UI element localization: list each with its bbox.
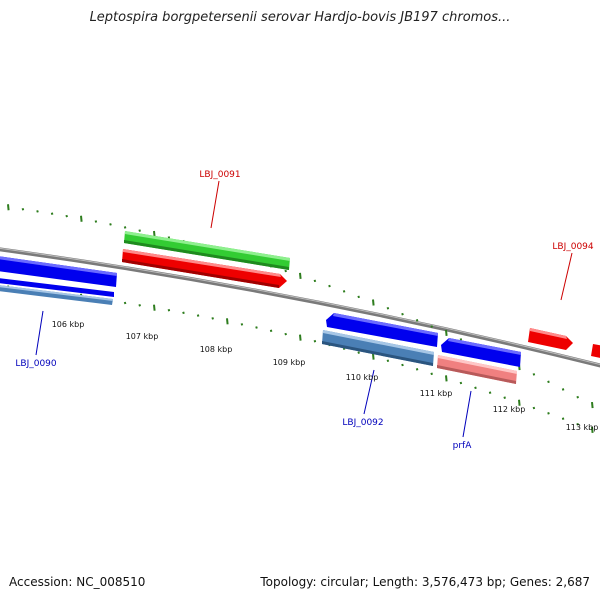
major-tick [299, 334, 302, 341]
minor-tick [342, 290, 346, 293]
minor-tick [532, 406, 536, 410]
feature-lbj-0091-green[interactable] [124, 231, 290, 270]
scale-label: 112 kbp [493, 405, 526, 414]
minor-tick [386, 359, 390, 363]
minor-tick [211, 317, 214, 320]
feature-lbj-0090-blue-2[interactable] [0, 277, 114, 297]
major-tick [591, 426, 594, 433]
minor-tick [430, 325, 433, 328]
gene-label-lbj-0090[interactable]: LBJ_0090 [15, 359, 57, 369]
major-tick [7, 204, 10, 211]
minor-tick [401, 363, 404, 367]
minor-tick [123, 226, 127, 229]
feature-lbj-0094-red[interactable] [528, 328, 573, 350]
minor-tick [430, 372, 433, 376]
minor-tick [94, 220, 98, 223]
leader-lbj-0090 [35, 310, 44, 356]
minor-tick [50, 212, 54, 215]
minor-tick [459, 381, 463, 385]
major-tick [445, 375, 448, 382]
scale-label: 111 kbp [420, 389, 453, 398]
minor-tick [328, 284, 331, 288]
minor-tick [138, 304, 141, 307]
minor-tick [503, 396, 506, 399]
major-tick [518, 399, 521, 406]
minor-tick [123, 301, 127, 305]
minor-tick [167, 236, 171, 239]
minor-tick [138, 229, 141, 232]
minor-tick [532, 373, 536, 376]
leader-prfa [462, 390, 472, 438]
feature-lbj-0090-blue[interactable] [0, 255, 117, 287]
minor-tick [65, 214, 68, 218]
scale-label: 113 kbp [566, 423, 599, 432]
scale-label: 108 kbp [200, 345, 233, 354]
chromosome-backbone-highlight [0, 247, 600, 366]
minor-tick [401, 312, 404, 316]
minor-tick [284, 332, 287, 336]
minor-tick [357, 295, 360, 299]
gene-label-prfa[interactable]: prfA [453, 441, 473, 451]
minor-tick [415, 368, 419, 371]
minor-tick [415, 318, 419, 322]
minor-tick [576, 422, 579, 426]
minor-tick [547, 380, 550, 384]
minor-tick [459, 338, 463, 341]
minor-tick [488, 391, 492, 394]
minor-tick [182, 311, 185, 315]
major-tick [591, 401, 594, 409]
feature-lbj-0091-red[interactable] [122, 249, 287, 288]
gene-label-lbj-0094[interactable]: LBJ_0094 [552, 242, 594, 252]
feature-red-edge[interactable] [591, 344, 600, 360]
minor-tick [21, 207, 25, 211]
major-tick [226, 318, 229, 325]
gene-label-lbj-0092[interactable]: LBJ_0092 [342, 418, 383, 428]
minor-tick [313, 279, 317, 283]
minor-tick [547, 412, 550, 415]
topology-text: Topology: circular; Length: 3,576,473 bp… [260, 575, 590, 589]
leader-lbj-0092 [363, 369, 375, 415]
feature-prfa-blue[interactable] [441, 338, 521, 367]
scale-label: 107 kbp [126, 332, 159, 341]
minor-tick [386, 306, 390, 310]
feature-lbj-0092-light[interactable] [322, 330, 434, 366]
feature-lbj-0090-light[interactable] [0, 284, 113, 305]
major-tick [445, 329, 448, 336]
map-title: Leptospira borgpetersenii serovar Hardjo… [89, 10, 511, 25]
minor-tick [561, 417, 565, 421]
minor-tick [313, 339, 317, 343]
chromosome-backbone [0, 247, 600, 368]
feature-prfa-light-red[interactable] [437, 355, 517, 384]
minor-tick [269, 329, 273, 333]
major-tick [372, 299, 375, 306]
leader-lbj-0094 [560, 252, 573, 301]
minor-tick [36, 210, 39, 213]
major-tick [153, 304, 156, 311]
scale-label: 106 kbp [52, 320, 85, 329]
major-tick [80, 215, 83, 222]
major-tick [372, 353, 375, 360]
minor-tick [255, 326, 258, 329]
minor-tick [109, 223, 112, 226]
accession-text: Accession: NC_008510 [9, 575, 146, 589]
minor-tick [196, 314, 200, 317]
major-tick [299, 272, 302, 279]
scale-label: 110 kbp [346, 373, 379, 382]
leader-lbj-0091 [210, 180, 220, 229]
minor-tick [240, 323, 244, 326]
scale-label: 109 kbp [273, 358, 306, 367]
minor-tick [167, 308, 171, 312]
feature-blue-110kbp[interactable] [326, 313, 438, 347]
minor-tick [474, 386, 477, 390]
minor-tick [561, 388, 565, 391]
minor-tick [576, 395, 579, 399]
minor-tick [284, 269, 287, 273]
minor-tick [357, 351, 360, 354]
gene-label-lbj-0091[interactable]: LBJ_0091 [199, 170, 240, 180]
